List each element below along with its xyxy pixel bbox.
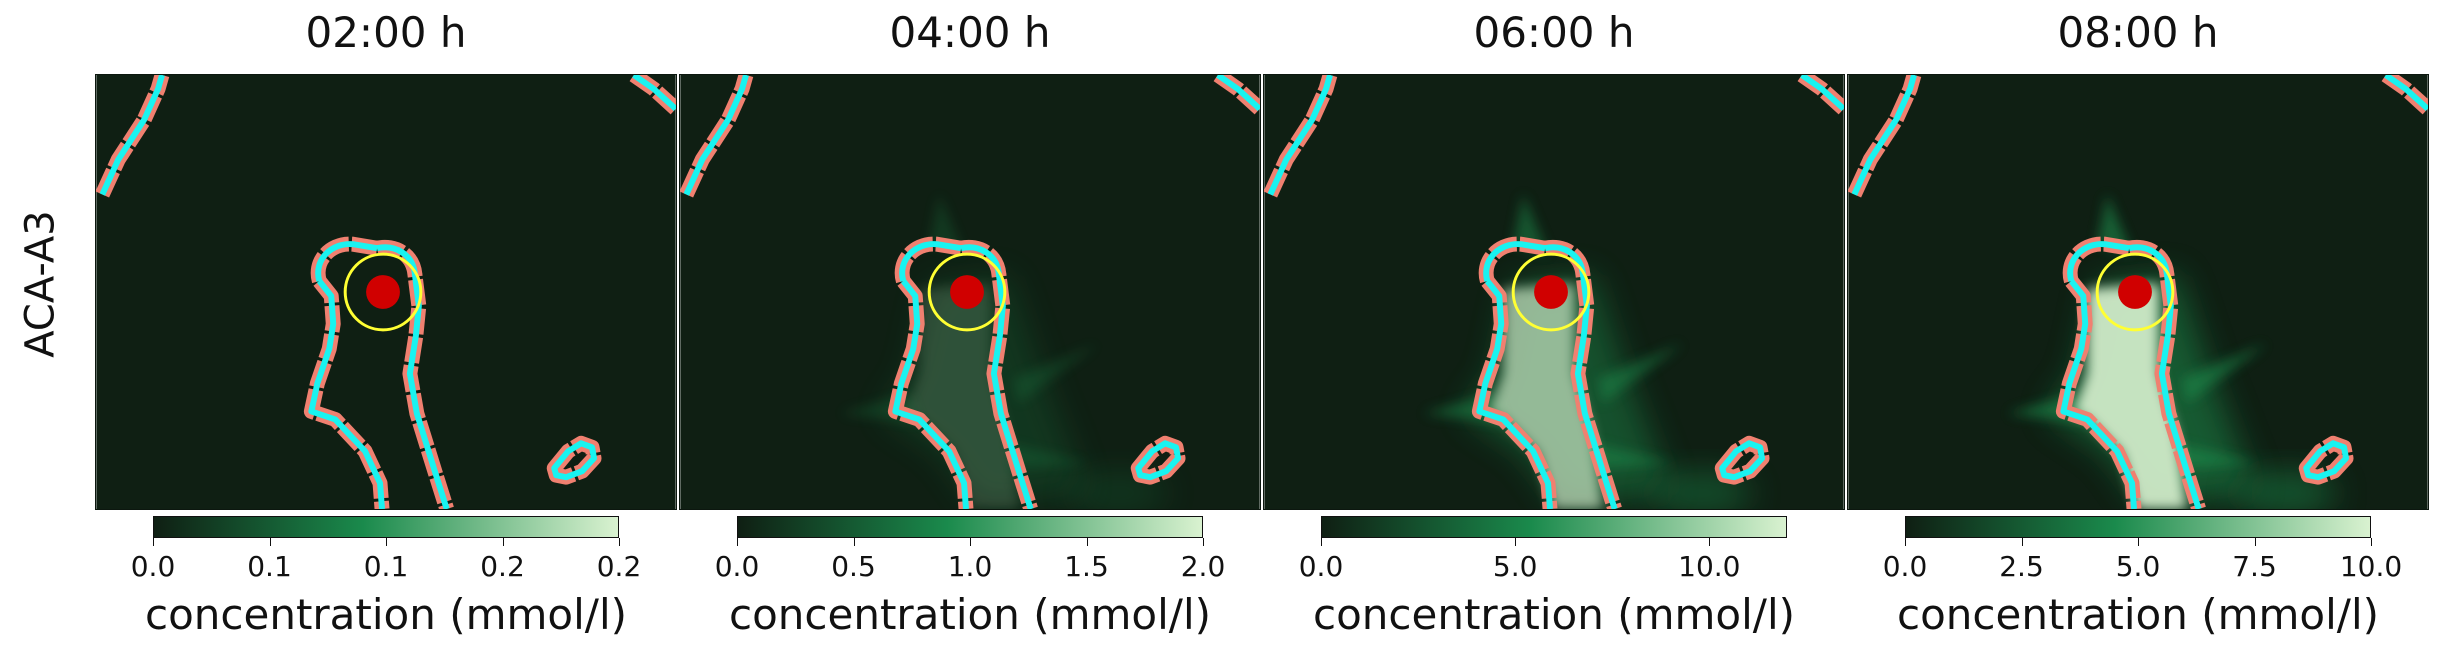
colorbar-tick bbox=[737, 538, 738, 546]
colorbar bbox=[737, 516, 1203, 538]
colorbar-tick bbox=[1203, 538, 1204, 546]
colorbar-tick-label: 10.0 bbox=[2340, 550, 2402, 583]
row-label: ACA-A3 bbox=[6, 184, 76, 384]
colorbar-tick bbox=[1321, 538, 1322, 546]
colorbar-tick-label: 5.0 bbox=[1493, 550, 1538, 583]
colorbar-tick-label: 2.5 bbox=[1999, 550, 2044, 583]
colorbar-tick bbox=[1515, 538, 1516, 546]
colorbar-ticks: 0.0 2.5 5.0 7.5 10.0 bbox=[1905, 538, 2371, 578]
map-svg bbox=[96, 75, 676, 509]
map-svg bbox=[1264, 75, 1844, 509]
colorbar-tick-label: 0.1 bbox=[364, 550, 409, 583]
colorbar-tick-label: 0.0 bbox=[131, 550, 176, 583]
heatmap-panel: 06:00 h 0.0 5.0 10.0 concentration (mmol/l) bbox=[1263, 0, 1845, 661]
injection-point bbox=[1534, 275, 1568, 309]
colorbar-tick-label: 0.0 bbox=[715, 550, 760, 583]
heatmap-panel: 02:00 h 0.0 0.1 0.1 0.2 0.2 concentration (mmo… bbox=[95, 0, 677, 661]
colorbar-label: concentration (mmol/l) bbox=[679, 590, 1261, 639]
colorbar-tick-label: 10.0 bbox=[1678, 550, 1740, 583]
colorbar-tick bbox=[270, 538, 271, 546]
panel-title: 06:00 h bbox=[1263, 8, 1845, 57]
colorbar-tick-label: 0.0 bbox=[1883, 550, 1928, 583]
colorbar-tick bbox=[854, 538, 855, 546]
map-svg bbox=[680, 75, 1260, 509]
colorbar bbox=[153, 516, 619, 538]
colorbar-tick bbox=[2371, 538, 2372, 546]
colorbar-tick-label: 0.0 bbox=[1299, 550, 1344, 583]
colorbar-tick-label: 0.5 bbox=[831, 550, 876, 583]
concentration-map bbox=[95, 74, 677, 510]
colorbar-tick-label: 7.5 bbox=[2232, 550, 2277, 583]
colorbar-tick bbox=[2255, 538, 2256, 546]
colorbar-ticks: 0.0 5.0 10.0 bbox=[1321, 538, 1787, 578]
colorbar-label: concentration (mmol/l) bbox=[1263, 590, 1845, 639]
colorbar-tick bbox=[503, 538, 504, 546]
colorbar-tick-label: 0.2 bbox=[597, 550, 642, 583]
panel-title: 04:00 h bbox=[679, 8, 1261, 57]
heatmap-panel: 08:00 h 0.0 2.5 5.0 7.5 10.0 concentration (mm… bbox=[1847, 0, 2429, 661]
colorbar-tick bbox=[970, 538, 971, 546]
panel-title: 02:00 h bbox=[95, 8, 677, 57]
colorbar-label: concentration (mmol/l) bbox=[95, 590, 677, 639]
colorbar-tick-label: 5.0 bbox=[2116, 550, 2161, 583]
colorbar-tick-label: 0.2 bbox=[480, 550, 525, 583]
colorbar-tick-label: 2.0 bbox=[1181, 550, 1226, 583]
colorbar-tick bbox=[1905, 538, 1906, 546]
colorbar-ticks: 0.0 0.5 1.0 1.5 2.0 bbox=[737, 538, 1203, 578]
colorbar bbox=[1321, 516, 1787, 538]
colorbar-tick bbox=[386, 538, 387, 546]
colorbar-tick bbox=[619, 538, 620, 546]
row-label-text: ACA-A3 bbox=[18, 210, 64, 357]
colorbar-tick bbox=[1087, 538, 1088, 546]
colorbar-label: concentration (mmol/l) bbox=[1847, 590, 2429, 639]
concentration-map bbox=[1847, 74, 2429, 510]
colorbar-tick-label: 0.1 bbox=[247, 550, 292, 583]
colorbar-tick bbox=[1709, 538, 1710, 546]
colorbar-tick-label: 1.0 bbox=[948, 550, 993, 583]
colorbar-tick bbox=[2022, 538, 2023, 546]
injection-point bbox=[2118, 275, 2152, 309]
injection-point bbox=[950, 275, 984, 309]
concentration-map bbox=[679, 74, 1261, 510]
injection-point bbox=[366, 275, 400, 309]
heatmap-panel: 04:00 h 0.0 0.5 1.0 1.5 2.0 concentration (mmo… bbox=[679, 0, 1261, 661]
panel-title: 08:00 h bbox=[1847, 8, 2429, 57]
colorbar-ticks: 0.0 0.1 0.1 0.2 0.2 bbox=[153, 538, 619, 578]
map-svg bbox=[1848, 75, 2428, 509]
colorbar-tick-label: 1.5 bbox=[1064, 550, 1109, 583]
colorbar-tick bbox=[153, 538, 154, 546]
colorbar bbox=[1905, 516, 2371, 538]
concentration-map bbox=[1263, 74, 1845, 510]
colorbar-tick bbox=[2138, 538, 2139, 546]
